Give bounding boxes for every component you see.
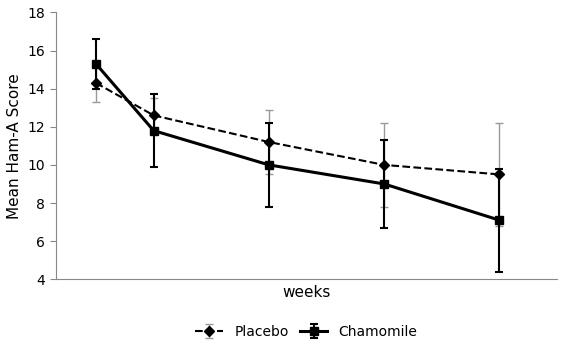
- X-axis label: weeks: weeks: [282, 285, 331, 300]
- Legend: Placebo, Chamomile: Placebo, Chamomile: [188, 318, 424, 346]
- Y-axis label: Mean Ham-A Score: Mean Ham-A Score: [7, 73, 22, 219]
